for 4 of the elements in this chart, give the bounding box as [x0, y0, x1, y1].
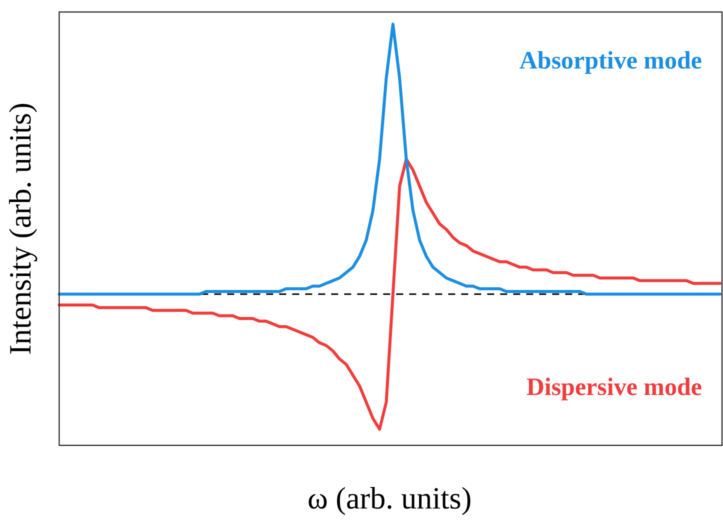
text: Absorptive mode: [519, 47, 702, 74]
text: Dispersive mode: [526, 374, 702, 401]
y-axis-title: Intensity (arb. units): [2, 102, 38, 355]
x-axis-title: ω (arb. units): [308, 480, 472, 516]
